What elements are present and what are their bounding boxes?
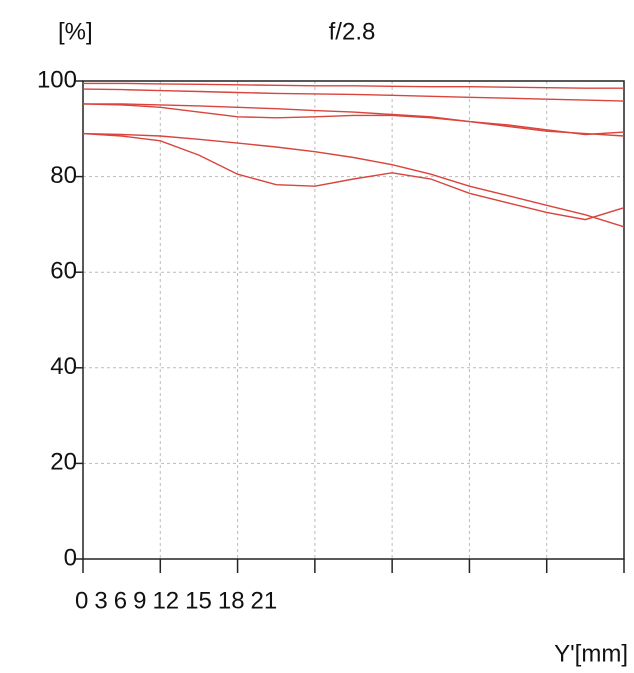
y-tick-label: 20 (50, 449, 77, 476)
x-tick-label: 6 (114, 587, 127, 614)
x-tick-label: 9 (133, 587, 146, 614)
line-series (82, 132, 625, 221)
y-tick-label: 0 (64, 544, 77, 571)
y-tick-label: 60 (50, 258, 77, 285)
line-series (82, 88, 625, 102)
y-tick-label: 80 (50, 162, 77, 189)
x-axis-label: Y'[mm] (554, 640, 628, 667)
x-tick-label: 0 (75, 587, 88, 614)
line-series (83, 103, 625, 137)
y-tick-label: 40 (50, 353, 77, 380)
plot-frame (82, 80, 625, 560)
chart-title: f/2.8 (329, 18, 376, 45)
line-series (82, 132, 625, 228)
x-tick-label: 3 (94, 587, 107, 614)
x-tick-label: 15 (185, 587, 212, 614)
x-tick-label: 21 (251, 587, 278, 614)
x-tick-label: 18 (218, 587, 245, 614)
x-tick-label: 12 (152, 587, 179, 614)
line-series (83, 82, 624, 89)
line-series (82, 103, 625, 136)
y-axis-label: [%] (58, 18, 93, 45)
y-tick-label: 100 (37, 66, 77, 93)
